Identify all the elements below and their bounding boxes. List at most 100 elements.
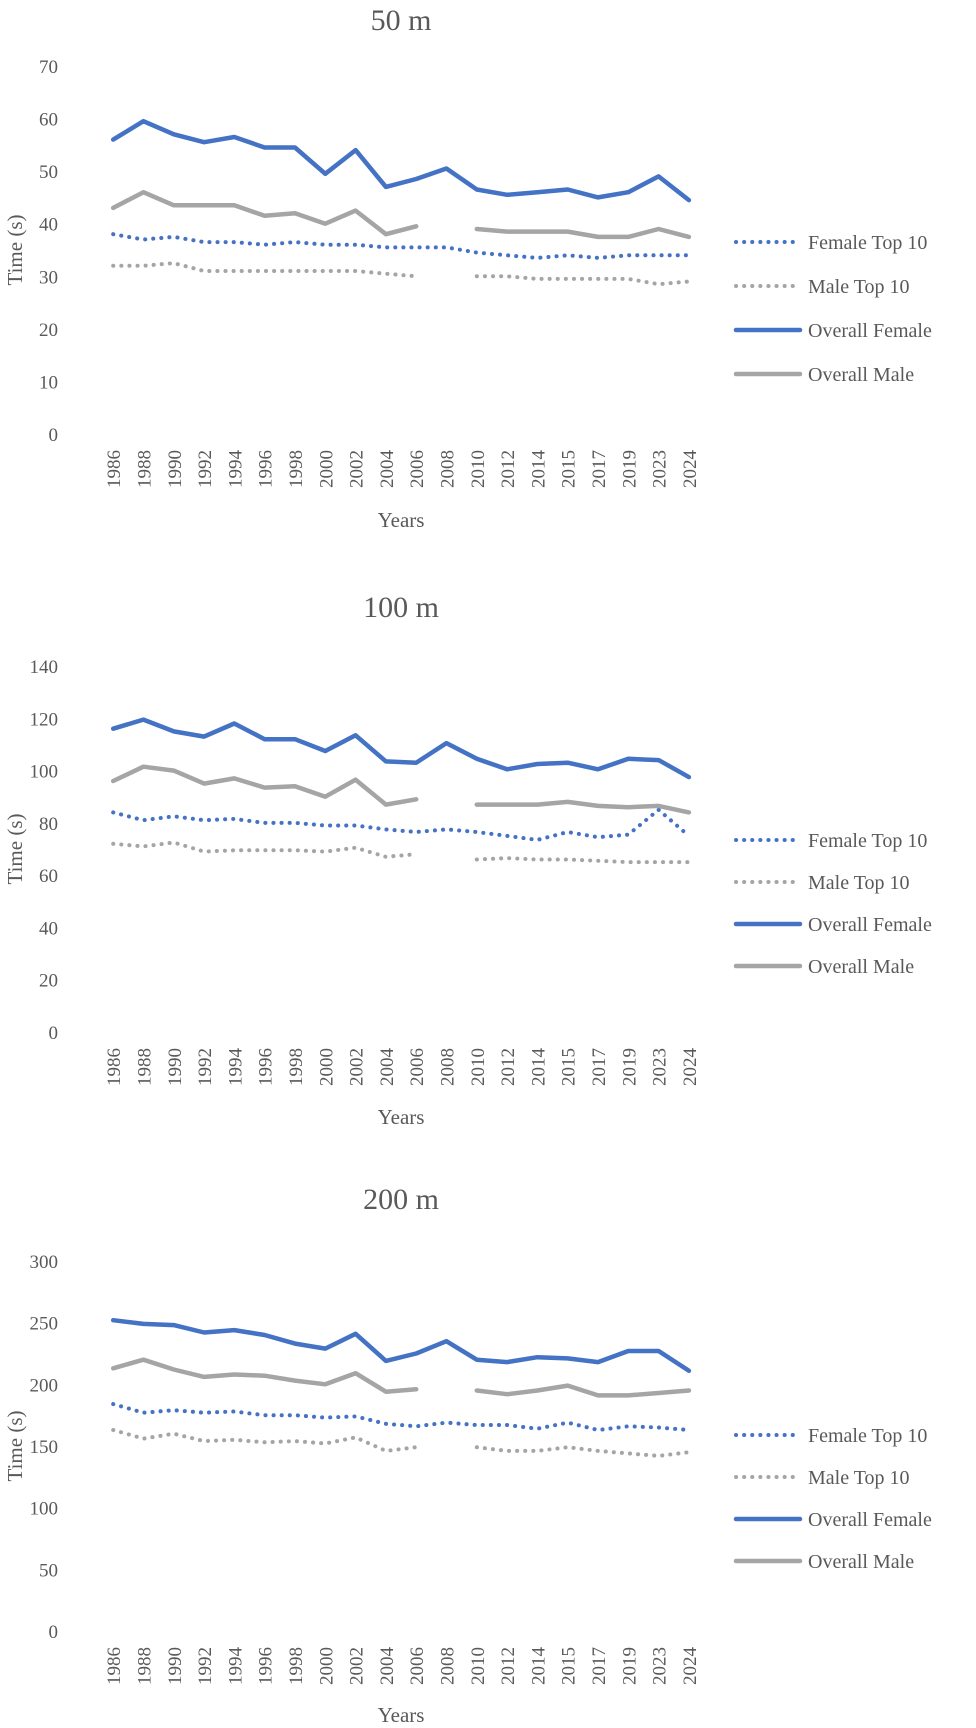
y-tick-label: 120 — [30, 709, 59, 730]
series-line-overall-female — [110, 717, 692, 780]
x-tick-label: 1996 — [256, 450, 277, 488]
x-tick-label: 2010 — [468, 450, 489, 488]
series-line-overall-female — [110, 1317, 692, 1374]
x-tick-label: 1998 — [286, 450, 307, 488]
x-tick-label: 1994 — [225, 1647, 246, 1686]
series-line-male-top-10 — [474, 1445, 691, 1458]
x-tick-label: 1986 — [104, 450, 125, 488]
x-tick-label: 1998 — [286, 1647, 307, 1685]
y-tick-label: 0 — [49, 425, 59, 446]
series-line-male-top-10 — [474, 274, 691, 287]
x-tick-label: 2014 — [528, 450, 549, 489]
series-line-female-top-10 — [111, 232, 691, 260]
x-tick-label: 2019 — [619, 1048, 640, 1086]
x-tick-label: 1986 — [104, 1048, 125, 1086]
legend-entry: Overall Male — [808, 956, 914, 978]
series-line-overall-female — [110, 118, 692, 203]
x-tick-label: 2006 — [407, 450, 428, 488]
y-tick-label: 100 — [30, 762, 59, 783]
series-line-female-top-10 — [111, 807, 691, 842]
x-tick-label: 1990 — [165, 1647, 186, 1685]
x-tick-label: 2015 — [559, 1647, 580, 1685]
legend-entry: Overall Female — [808, 320, 932, 342]
y-tick-label: 300 — [30, 1252, 59, 1273]
x-tick-label: 2012 — [498, 1647, 519, 1685]
y-tick-label: 100 — [30, 1499, 59, 1520]
x-tick-label: 2017 — [589, 1048, 610, 1086]
series-line-overall-male — [110, 764, 419, 807]
x-tick-label: 1988 — [134, 450, 155, 488]
y-axis-label: Time (s) — [3, 1411, 27, 1482]
series-line-female-top-10 — [111, 1402, 691, 1432]
x-tick-label: 1994 — [225, 450, 246, 489]
series-line-male-top-10 — [111, 261, 419, 279]
y-tick-label: 0 — [49, 1023, 59, 1044]
legend-entry: Male Top 10 — [808, 1467, 910, 1489]
x-tick-label: 1998 — [286, 1048, 307, 1086]
x-tick-label: 2019 — [619, 1647, 640, 1685]
x-tick-label: 2012 — [498, 450, 519, 488]
y-tick-label: 70 — [39, 57, 58, 78]
y-tick-label: 40 — [39, 918, 58, 939]
y-tick-label: 20 — [39, 971, 58, 992]
x-tick-label: 1992 — [195, 1048, 216, 1086]
x-tick-label: 1988 — [134, 1048, 155, 1086]
y-tick-label: 140 — [30, 657, 59, 678]
x-axis-label: Years — [378, 1105, 425, 1129]
x-tick-label: 2000 — [316, 1048, 337, 1086]
y-tick-label: 0 — [49, 1622, 59, 1643]
y-tick-label: 250 — [30, 1314, 59, 1335]
y-tick-label: 60 — [39, 110, 58, 131]
x-tick-label: 2023 — [650, 1048, 671, 1086]
y-tick-label: 60 — [39, 866, 58, 887]
chart-panel-1: 100 m 0 20 40 60 80 100 120 140 1986 1988 1990 1992 1… — [3, 591, 932, 1129]
x-tick-label: 2006 — [407, 1647, 428, 1685]
x-tick-label: 2010 — [468, 1048, 489, 1086]
legend-entry: Male Top 10 — [808, 872, 910, 894]
x-tick-label: 2024 — [680, 1048, 701, 1087]
x-tick-label: 2000 — [316, 450, 337, 488]
y-tick-label: 200 — [30, 1375, 59, 1396]
x-tick-label: 2002 — [347, 1048, 368, 1086]
x-tick-label: 2002 — [347, 450, 368, 488]
legend-entry: Overall Male — [808, 364, 914, 386]
x-axis-label: Years — [378, 1703, 425, 1727]
legend-entry: Female Top 10 — [808, 830, 927, 852]
x-tick-label: 2004 — [377, 450, 398, 489]
x-tick-label: 2004 — [377, 1048, 398, 1087]
series-line-male-top-10 — [111, 1428, 419, 1453]
x-tick-label: 2017 — [589, 1647, 610, 1685]
x-tick-label: 2008 — [437, 1647, 458, 1685]
legend-entry: Male Top 10 — [808, 276, 910, 298]
x-tick-label: 2017 — [589, 450, 610, 488]
chart-title: 200 m — [363, 1183, 439, 1216]
x-tick-label: 2015 — [559, 1048, 580, 1086]
series-line-overall-male — [474, 1383, 692, 1398]
x-tick-label: 2008 — [437, 450, 458, 488]
x-tick-label: 2006 — [407, 1048, 428, 1086]
series-line-male-top-10 — [111, 840, 419, 859]
x-tick-label: 1992 — [195, 450, 216, 488]
x-tick-label: 1994 — [225, 1048, 246, 1087]
chart-title: 50 m — [371, 4, 432, 37]
x-tick-label: 2010 — [468, 1647, 489, 1685]
legend-entry: Female Top 10 — [808, 232, 927, 254]
x-tick-label: 2023 — [650, 450, 671, 488]
x-tick-label: 1990 — [165, 1048, 186, 1086]
x-tick-label: 2008 — [437, 1048, 458, 1086]
x-tick-label: 1996 — [256, 1647, 277, 1685]
legend-entry: Female Top 10 — [808, 1425, 927, 1447]
y-axis-label: Time (s) — [3, 814, 27, 885]
x-tick-label: 1990 — [165, 450, 186, 488]
chart-panel-2: 200 m 0 50 100 150 200 250 300 1986 1988 1990 1992 1… — [3, 1183, 932, 1727]
x-tick-label: 2023 — [650, 1647, 671, 1685]
chart-panel-0: 50 m 0 10 20 30 40 50 60 70 1986 1988 1990 1992 1994 1… — [3, 4, 932, 532]
x-tick-label: 2024 — [680, 450, 701, 489]
series-line-overall-male — [110, 1357, 419, 1394]
x-tick-label: 2014 — [528, 1647, 549, 1686]
legend-entry: Overall Female — [808, 1509, 932, 1531]
chart-title: 100 m — [363, 591, 439, 624]
series-line-overall-male — [110, 189, 419, 237]
y-tick-label: 30 — [39, 267, 58, 288]
